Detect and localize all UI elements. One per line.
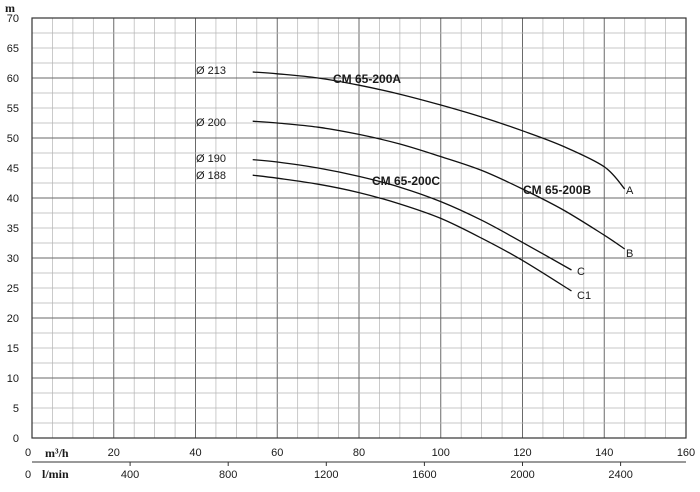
x-tick-label: 140 <box>595 447 613 459</box>
y-tick-label: 5 <box>13 403 19 415</box>
y-tick-label: 55 <box>7 103 19 115</box>
y-tick-label: 10 <box>7 373 19 385</box>
y-tick-label: 40 <box>7 193 19 205</box>
x-tick-label: 120 <box>513 447 531 459</box>
diameter-label-c: Ø 190 <box>196 153 226 165</box>
x-tick-label: 0 <box>25 447 31 459</box>
curve-id-c: C <box>577 266 585 278</box>
y-tick-label: 45 <box>7 163 19 175</box>
plot-border <box>31 17 687 439</box>
y-tick-label: 20 <box>7 313 19 325</box>
y-tick-label: 70 <box>7 13 19 25</box>
y-tick-label: 65 <box>7 43 19 55</box>
x-tick-label: 80 <box>353 447 365 459</box>
y-tick-label: 30 <box>7 253 19 265</box>
x-tick-label: 100 <box>432 447 450 459</box>
y-tick-label: 50 <box>7 133 19 145</box>
curve-id-c1: C1 <box>577 290 591 302</box>
y-tick-label: 35 <box>7 223 19 235</box>
grid-lines <box>31 17 687 439</box>
y-tick-label: 25 <box>7 283 19 295</box>
x2-tick-label: 2400 <box>608 469 632 481</box>
x2-tick-label: 400 <box>121 469 139 481</box>
diameter-label-c1: Ø 188 <box>196 170 226 182</box>
x-tick-label: 60 <box>271 447 283 459</box>
tick-labels: 0 5 10 15 20 25 30 35 40 45 50 55 60 65 70 0 20 40 60 80 100… <box>7 13 695 481</box>
x-tick-label: 40 <box>189 447 201 459</box>
performance-curves <box>252 71 626 292</box>
model-label-b: CM 65-200B <box>523 183 591 197</box>
x2-tick-label: 800 <box>219 469 237 481</box>
x-axis-unit: m³/h <box>45 446 69 460</box>
x2-tick-label: 0 <box>25 469 31 481</box>
curve-id-a: A <box>626 185 634 197</box>
curve-c1 <box>252 174 572 292</box>
x-tick-label: 160 <box>677 447 695 459</box>
x2-tick-label: 2000 <box>510 469 534 481</box>
y-tick-label: 0 <box>13 433 19 445</box>
diameter-label-a: Ø 213 <box>196 65 226 77</box>
curve-id-b: B <box>626 248 633 260</box>
y-tick-label: 15 <box>7 343 19 355</box>
diameter-label-b: Ø 200 <box>196 117 226 129</box>
x-tick-label: 20 <box>108 447 120 459</box>
curve-b <box>252 120 626 250</box>
x2-tick-label: 1600 <box>412 469 436 481</box>
model-label-c: CM 65-200C <box>372 174 440 188</box>
model-label-a: CM 65-200A <box>333 72 401 86</box>
y-axis-unit: m <box>5 1 15 15</box>
x2-axis-unit: l/min <box>42 467 69 481</box>
y-tick-label: 60 <box>7 73 19 85</box>
curve-a <box>252 71 626 190</box>
curve-c <box>252 158 572 271</box>
x2-tick-label: 1200 <box>314 469 338 481</box>
